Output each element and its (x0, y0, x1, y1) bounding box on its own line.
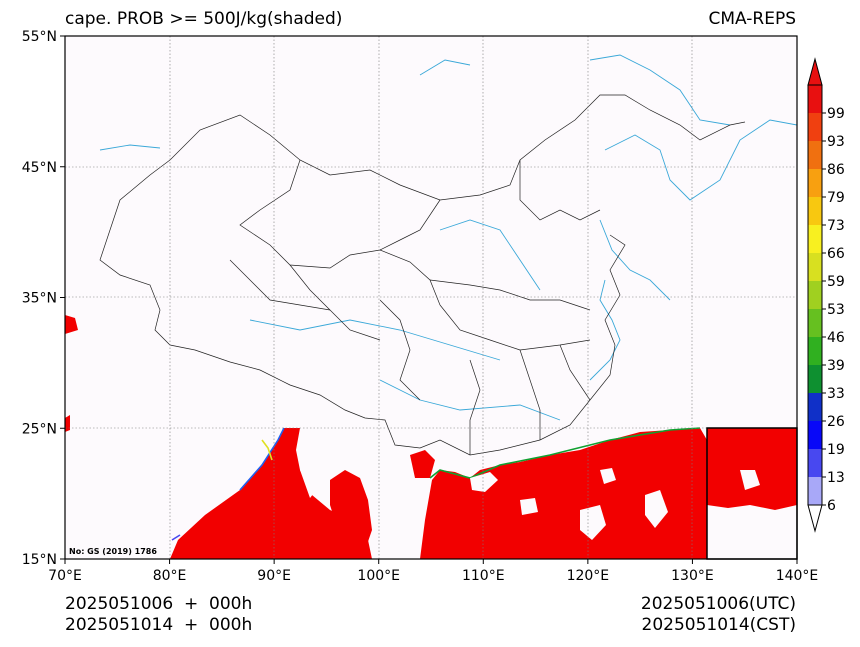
probability-edges (171, 427, 701, 541)
colorbar-swatch (808, 253, 822, 281)
colorbar-swatch (808, 337, 822, 365)
colorbar-label: 66 (827, 246, 845, 262)
utc-time-line: 2025051006(UTC) (640, 594, 796, 614)
colorbar-label: 99 (827, 106, 845, 122)
colorbar-swatch (808, 449, 822, 477)
colorbar-extend-low (807, 504, 823, 533)
colorbar-swatch (808, 85, 822, 113)
colorbar-swatch (808, 197, 822, 225)
colorbar-label: 53 (827, 302, 845, 318)
model-name: CMA-REPS (708, 9, 796, 29)
lat-tick-label: 45°N (22, 160, 57, 176)
colorbar-label: 13 (827, 470, 845, 486)
colorbar-label: 19 (827, 442, 845, 458)
colorbar-label: 39 (827, 358, 845, 374)
colorbar-swatch (808, 421, 822, 449)
lon-tick-label: 130°E (671, 568, 714, 584)
colorbar-swatch (808, 281, 822, 309)
lon-tick-label: 70°E (48, 568, 82, 584)
colorbar-label: 73 (827, 218, 845, 234)
colorbar-label: 86 (827, 162, 845, 178)
colorbar-outline (807, 84, 823, 506)
lon-tick-label: 100°E (357, 568, 400, 584)
province-borders (99, 94, 746, 456)
map-review-number: No: GS (2019) 1786 (69, 547, 157, 556)
lat-tick-label: 35°N (22, 291, 57, 307)
colorbar-label: 26 (827, 414, 845, 430)
lat-tick-label: 55°N (22, 29, 57, 45)
forecast-time-left: 2025051006 + 000h 2025051014 + 000h (65, 594, 252, 636)
colorbar-swatch (808, 113, 822, 141)
lon-tick-label: 90°E (257, 568, 291, 584)
colorbar-swatch (808, 477, 822, 505)
colorbar-swatch (808, 141, 822, 169)
colorbar-label: 93 (827, 134, 845, 150)
lon-tick-label: 80°E (153, 568, 187, 584)
colorbar-swatch (808, 225, 822, 253)
colorbar-label: 6 (827, 498, 836, 514)
rivers-coastlines (99, 54, 797, 421)
lon-tick-label: 120°E (567, 568, 610, 584)
colorbar-label: 59 (827, 274, 845, 290)
chart-title: cape. PROB >= 500J/kg(shaded) (65, 9, 343, 29)
forecast-time-right: 2025051006(UTC) 2025051014(CST) (641, 594, 796, 636)
lat-tick-label: 25°N (22, 421, 57, 437)
lon-tick-label: 110°E (462, 568, 505, 584)
colorbar-extend-high (807, 57, 823, 86)
colorbar-swatch (808, 393, 822, 421)
probability-shading (65, 315, 797, 559)
lon-tick-label: 140°E (776, 568, 819, 584)
colorbar-label: 46 (827, 330, 845, 346)
colorbar-label: 79 (827, 190, 845, 206)
shading-gaps (300, 460, 760, 540)
graticule (65, 36, 797, 559)
latitude-axis: 15°N 25°N 35°N 45°N 55°N (22, 29, 65, 568)
cst-time-line: 2025051014(CST) (641, 615, 796, 635)
colorbar-swatch (808, 365, 822, 393)
longitude-axis: 70°E 80°E 90°E 100°E 110°E 120°E 130°E 140°E (48, 559, 818, 584)
colorbar-swatch (808, 169, 822, 197)
colorbar: 6 13 19 26 33 39 46 53 59 66 73 79 86 93 99 (807, 57, 845, 533)
init-time-line: 2025051006 + 000h (65, 594, 253, 614)
colorbar-swatch (808, 309, 822, 337)
colorbar-label: 33 (827, 386, 845, 402)
valid-time-line: 2025051014 + 000h (65, 615, 253, 635)
lat-tick-label: 15°N (22, 552, 57, 568)
